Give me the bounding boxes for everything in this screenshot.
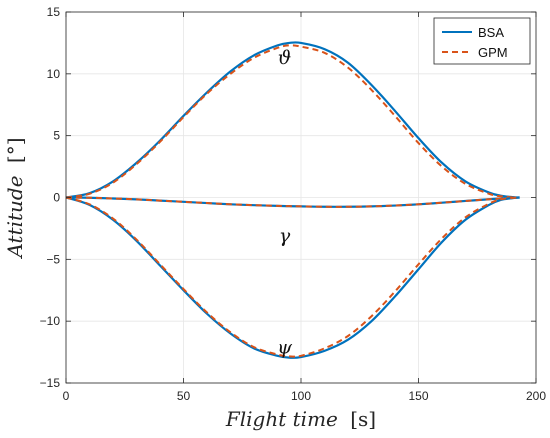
y-axis-label: Attitude [°] <box>3 137 27 259</box>
x-tick-label: 150 <box>408 389 428 403</box>
y-tick-label: 0 <box>53 191 60 205</box>
x-tick-label: 200 <box>526 389 546 403</box>
x-axis-label-text: Flight time <box>225 407 338 431</box>
series-line-gpm-psi <box>65 196 520 358</box>
y-tick-label: −10 <box>40 314 61 328</box>
annotation-theta: ϑ <box>278 47 292 69</box>
series-layer <box>65 41 520 359</box>
x-tick-label: 0 <box>63 389 70 403</box>
x-axis-label: Flight time [s] <box>225 407 376 431</box>
series-line-gpm-theta <box>65 44 520 199</box>
legend-box <box>433 17 531 65</box>
tick-marks <box>65 11 537 384</box>
y-tick-label: −5 <box>46 252 60 266</box>
y-tick-labels: −15 −10 −5 0 5 10 15 <box>40 5 61 390</box>
x-axis-label-unit: [s] <box>350 407 376 431</box>
series-line-gpm-gamma <box>65 196 520 208</box>
x-tick-label: 50 <box>177 389 191 403</box>
annotation-gamma: γ <box>279 225 291 247</box>
y-tick-label: −15 <box>40 376 61 390</box>
y-axis-label-unit: [°] <box>3 137 27 163</box>
y-tick-label: 10 <box>47 67 61 81</box>
y-tick-label: 15 <box>47 5 61 19</box>
y-tick-label: 5 <box>53 129 60 143</box>
y-axis-label-text: Attitude <box>3 175 27 259</box>
x-tick-labels: 0 50 100 150 200 <box>63 389 547 403</box>
x-tick-label: 100 <box>291 389 311 403</box>
legend-entry-bsa: BSA <box>478 25 504 40</box>
legend-entry-gpm: GPM <box>478 45 508 60</box>
series-line-bsa-psi <box>65 196 520 359</box>
legend: BSA GPM <box>433 17 531 65</box>
grid-lines <box>65 11 537 384</box>
annotation-psi: ψ <box>277 336 293 358</box>
curve-annotations: ϑ γ ψ <box>277 47 293 358</box>
